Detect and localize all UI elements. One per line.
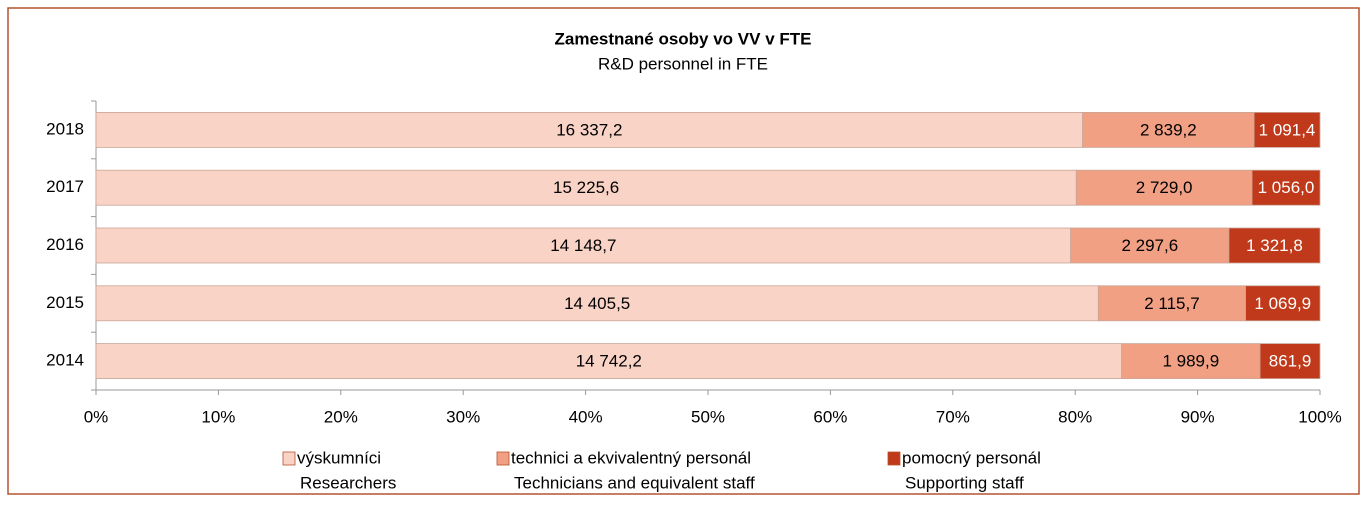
bar-segment — [95, 169, 1077, 206]
data-label: 861,9 — [1269, 352, 1312, 371]
legend-label: technici a ekvivalentný personál — [511, 448, 751, 467]
bar-segment — [1082, 112, 1255, 148]
bar-segment — [1121, 343, 1261, 380]
data-label: 1 091,4 — [1259, 120, 1316, 139]
bar-segment — [1251, 169, 1321, 206]
x-tick-label: 70% — [936, 407, 970, 426]
y-tick-label: 2017 — [46, 177, 84, 196]
x-tick-label: 20% — [324, 407, 358, 426]
legend-label: Researchers — [300, 473, 396, 492]
data-label: 2 839,2 — [1140, 120, 1197, 139]
bar-segment — [1245, 285, 1321, 322]
bar-segment — [1253, 112, 1321, 148]
x-tick-label: 40% — [569, 407, 603, 426]
legend-label: pomocný personál — [902, 448, 1041, 467]
data-label: 1 056,0 — [1258, 178, 1315, 197]
y-tick-label: 2015 — [46, 293, 84, 312]
legend-label: výskumníci — [297, 448, 381, 467]
data-label: 1 989,9 — [1162, 352, 1219, 371]
bar-segment — [95, 285, 1099, 322]
x-tick-label: 0% — [84, 407, 109, 426]
data-label: 2 729,0 — [1136, 178, 1193, 197]
bar-segment — [95, 112, 1084, 148]
y-tick-label: 2018 — [46, 119, 84, 138]
data-label: 16 337,2 — [556, 120, 622, 139]
data-label: 14 742,2 — [576, 352, 642, 371]
x-tick-label: 100% — [1298, 407, 1341, 426]
data-label: 1 069,9 — [1254, 294, 1311, 313]
bar-segment — [1075, 169, 1253, 206]
bar-segment — [95, 227, 1072, 264]
data-label: 14 148,7 — [550, 236, 616, 255]
data-label: 1 321,8 — [1246, 236, 1303, 255]
y-tick-label: 2016 — [46, 235, 84, 254]
x-tick-label: 10% — [201, 407, 235, 426]
legend-label: Technicians and equivalent staff — [514, 473, 755, 492]
x-tick-label: 60% — [813, 407, 847, 426]
bar-segment — [1259, 343, 1321, 380]
legend-swatch — [496, 451, 510, 466]
legend-label: Supporting staff — [905, 473, 1024, 492]
chart-title: Zamestnané osoby vo VV v FTE — [555, 29, 812, 48]
y-tick-label: 2014 — [46, 351, 84, 370]
data-label: 14 405,5 — [564, 294, 630, 313]
x-tick-label: 90% — [1181, 407, 1215, 426]
x-tick-label: 80% — [1058, 407, 1092, 426]
x-tick-label: 50% — [691, 407, 725, 426]
data-label: 2 115,7 — [1144, 294, 1199, 313]
bar-segment — [95, 343, 1123, 380]
data-label: 2 297,6 — [1121, 236, 1178, 255]
x-tick-label: 30% — [446, 407, 480, 426]
bar-segment — [1228, 227, 1321, 264]
legend-swatch — [282, 451, 296, 466]
data-label: 15 225,6 — [553, 178, 619, 197]
chart-subtitle: R&D personnel in FTE — [598, 54, 768, 73]
legend-swatch — [887, 451, 901, 466]
bar-segment — [1070, 227, 1230, 264]
